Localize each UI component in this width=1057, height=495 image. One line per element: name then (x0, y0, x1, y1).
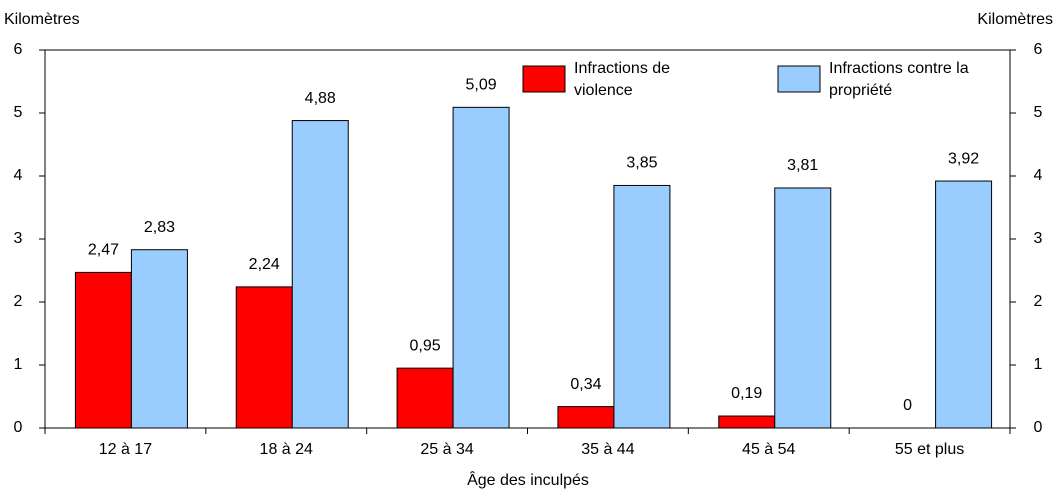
bar (291, 120, 349, 429)
y2-tick-label: 4 (1034, 167, 1043, 184)
y-axis-label: Kilomètres (4, 11, 80, 28)
y2-tick-label: 0 (1034, 419, 1043, 436)
y-tick-label: 0 (14, 419, 23, 436)
legend-label: Infractions contre la propriété (829, 60, 969, 99)
value-label: 4,88 (305, 90, 336, 107)
x-tick-label: 12 à 17 (99, 441, 152, 458)
value-label: 2,47 (88, 242, 119, 259)
y2-tick-label: 1 (1034, 356, 1043, 373)
legend-entry: Infractions contre la propriété (829, 60, 969, 99)
y-tick-label: 3 (14, 230, 23, 247)
y2-tick-label: 2 (1034, 293, 1043, 310)
bar (613, 184, 671, 429)
value-label: 5,09 (466, 77, 497, 94)
value-label: 3,92 (948, 150, 979, 167)
bar (235, 286, 293, 429)
value-label: 2,24 (249, 256, 280, 273)
y2-axis-label: Kilomètres (977, 11, 1053, 28)
y2-tick-label: 6 (1034, 41, 1043, 58)
x-tick-label: 18 à 24 (260, 441, 313, 458)
bar (557, 406, 615, 429)
y-tick-label: 4 (14, 167, 23, 184)
bar (396, 367, 454, 429)
value-label: 3,81 (787, 157, 818, 174)
legend-swatch (522, 65, 566, 93)
x-tick-label: 45 à 54 (742, 441, 795, 458)
x-tick-label: 55 et plus (895, 441, 964, 458)
value-label: 0,95 (410, 337, 441, 354)
x-tick-label: 35 à 44 (581, 441, 634, 458)
y-tick-label: 1 (14, 356, 23, 373)
y-tick-label: 6 (14, 41, 23, 58)
bar (718, 415, 776, 429)
value-label: 0,19 (731, 385, 762, 402)
bar (452, 106, 510, 429)
y-tick-label: 2 (14, 293, 23, 310)
value-label: 2,83 (144, 219, 175, 236)
y2-tick-label: 5 (1034, 104, 1043, 121)
bar (130, 249, 188, 429)
bar (774, 187, 832, 429)
x-axis-label: Âge des inculpés (467, 470, 589, 489)
bar (74, 271, 132, 429)
y-tick-label: 5 (14, 104, 23, 121)
value-label: 0 (903, 397, 912, 414)
y2-tick-label: 3 (1034, 230, 1043, 247)
bar (935, 180, 993, 429)
legend-label: Infractions de violence (574, 60, 671, 99)
value-label: 3,85 (626, 155, 657, 172)
value-label: 0,34 (570, 376, 601, 393)
x-tick-label: 25 à 34 (420, 441, 473, 458)
legend-entry: Infractions de violence (574, 60, 671, 99)
legend-swatch (777, 65, 821, 93)
